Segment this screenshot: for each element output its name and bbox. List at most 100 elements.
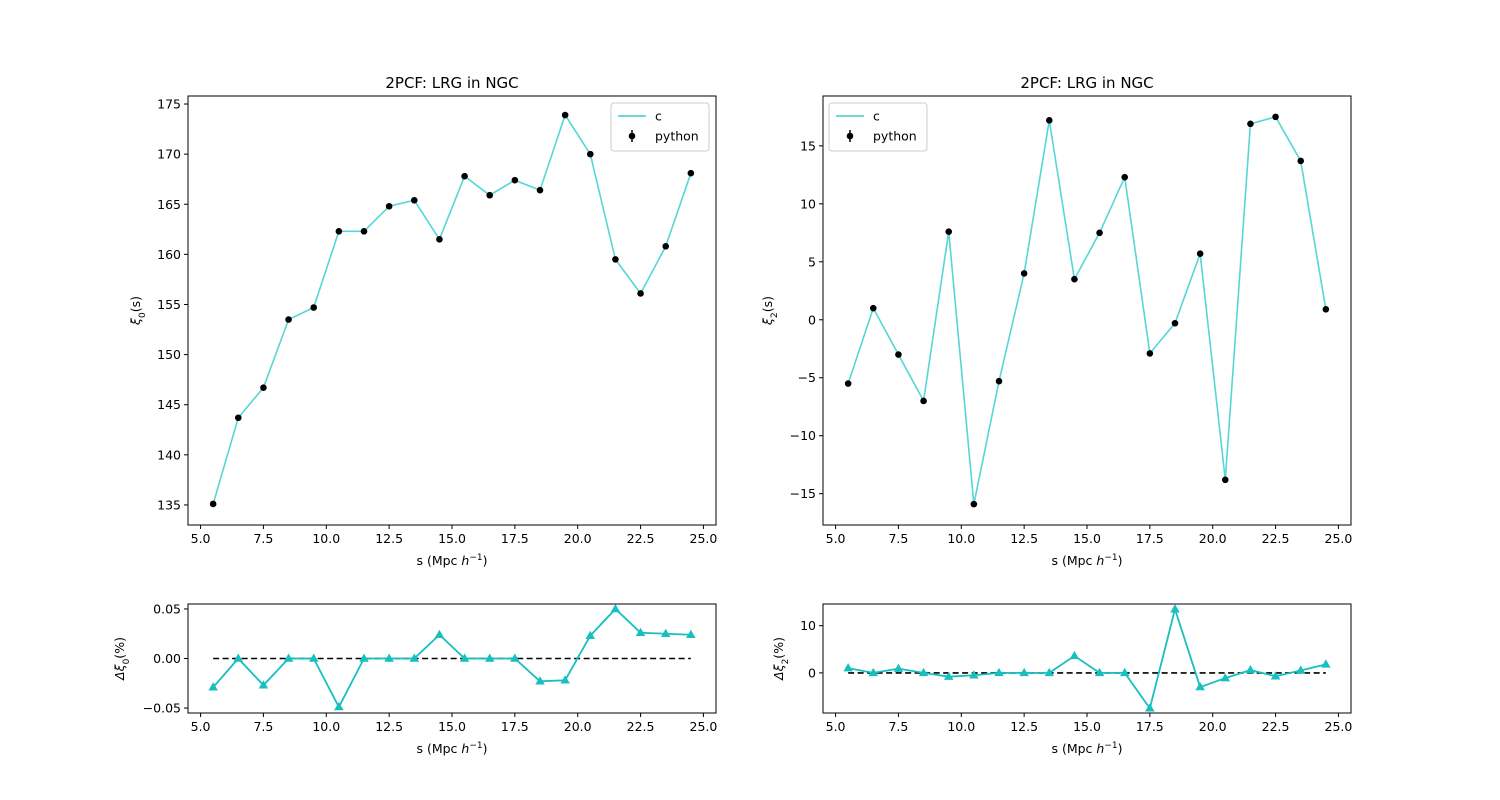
data-point-triangle bbox=[660, 628, 671, 637]
data-point-triangle bbox=[893, 663, 904, 672]
x-tick-label: 10.0 bbox=[312, 719, 340, 734]
data-point-python bbox=[869, 304, 877, 312]
data-point-python bbox=[1146, 350, 1154, 357]
data-point-python bbox=[436, 236, 443, 243]
data-point-python bbox=[1272, 113, 1279, 121]
data-point-triangle bbox=[994, 667, 1004, 677]
y-tick-label: 165 bbox=[157, 197, 181, 212]
y-axis-label-part: ξ bbox=[760, 317, 775, 326]
data-point-python bbox=[1247, 120, 1254, 128]
x-tick-label: 7.5 bbox=[888, 719, 908, 734]
chart-title: 2PCF: LRG in NGC bbox=[385, 74, 518, 92]
y-tick-label: 150 bbox=[157, 347, 181, 362]
data-point-triangle bbox=[334, 702, 344, 711]
x-tick-label: 20.0 bbox=[564, 719, 592, 734]
data-point-python bbox=[945, 228, 953, 235]
x-tick-label: 10.0 bbox=[947, 531, 975, 546]
data-point-triangle bbox=[585, 630, 596, 639]
x-axis-label-part: −1 bbox=[1104, 553, 1117, 563]
x-axis-label-part: s (Mpc bbox=[1051, 553, 1096, 568]
x-tick-label: 5.0 bbox=[826, 719, 846, 734]
y-axis-label: Δξ0(%) bbox=[112, 637, 132, 681]
x-axis-label-part: ) bbox=[1118, 741, 1123, 756]
x-axis-label: s (Mpc h−1) bbox=[1051, 741, 1122, 756]
x-tick-label: 25.0 bbox=[1325, 719, 1353, 734]
y-axis-label: ξ0(s) bbox=[128, 296, 148, 326]
x-axis-label-part: h bbox=[1096, 741, 1104, 756]
y-tick-label: 0 bbox=[808, 665, 816, 680]
legend: c python bbox=[610, 102, 710, 152]
data-point-python bbox=[1297, 157, 1305, 165]
x-tick-label: 5.0 bbox=[191, 531, 211, 546]
data-point-python bbox=[385, 202, 393, 210]
data-point-triangle bbox=[943, 671, 954, 680]
data-point-triangle bbox=[1270, 671, 1281, 680]
data-point-python bbox=[1322, 306, 1330, 313]
data-point-python bbox=[970, 500, 978, 508]
axes-frame bbox=[187, 95, 717, 526]
data-point-python bbox=[1020, 270, 1028, 277]
y-tick-label: 170 bbox=[157, 147, 181, 162]
y-axis-label-part: 0 bbox=[122, 658, 132, 664]
x-axis-label: s (Mpc h−1) bbox=[416, 741, 487, 756]
data-point-triangle bbox=[359, 653, 369, 662]
data-point-triangle bbox=[1145, 703, 1155, 712]
y-tick-label: 145 bbox=[157, 397, 181, 412]
data-point-triangle bbox=[969, 670, 979, 679]
y-tick-label: −5 bbox=[798, 370, 816, 385]
data-point-python bbox=[1096, 229, 1103, 237]
y-tick-label: 0.05 bbox=[153, 601, 181, 616]
data-point-python bbox=[1221, 476, 1229, 484]
y-axis-label-part: (%) bbox=[112, 637, 127, 659]
x-axis-label-part: −1 bbox=[1104, 741, 1117, 751]
data-point-python bbox=[612, 256, 619, 263]
data-point-triangle bbox=[560, 675, 570, 684]
data-point-python bbox=[209, 500, 217, 508]
data-point-triangle bbox=[308, 653, 319, 662]
data-point-python bbox=[1121, 173, 1129, 181]
x-tick-label: 15.0 bbox=[1073, 531, 1101, 546]
x-tick-label: 7.5 bbox=[888, 531, 908, 546]
data-point-triangle bbox=[258, 680, 269, 689]
x-tick-label: 25.0 bbox=[690, 719, 718, 734]
y-tick-label: 175 bbox=[157, 97, 181, 112]
data-point-triangle bbox=[233, 653, 244, 662]
data-point-triangle bbox=[283, 653, 294, 662]
data-point-triangle bbox=[1170, 604, 1180, 613]
data-point-triangle bbox=[610, 603, 621, 613]
data-point-python bbox=[920, 397, 927, 405]
y-tick-label: 0.00 bbox=[153, 651, 181, 666]
data-point-triangle bbox=[208, 682, 218, 691]
chart-title: 2PCF: LRG in NGC bbox=[1020, 74, 1153, 92]
data-point-triangle bbox=[843, 663, 853, 672]
panel-dxi2: 5.0 7.5 10.0 12.5 15.0 17.5 20.0 22.5 25.0 0 10 s (… bbox=[771, 603, 1353, 756]
data-point-triangle bbox=[434, 629, 445, 638]
y-tick-label: 160 bbox=[157, 247, 181, 262]
x-tick-label: 15.0 bbox=[1073, 719, 1101, 734]
x-tick-label: 12.5 bbox=[1010, 531, 1038, 546]
data-point-python bbox=[1196, 250, 1204, 257]
data-point-triangle bbox=[1245, 665, 1256, 674]
y-tick-label: 135 bbox=[157, 497, 181, 512]
data-point-python bbox=[586, 150, 594, 158]
data-point-python bbox=[536, 186, 544, 194]
data-point-python bbox=[844, 380, 852, 387]
x-tick-label: 25.0 bbox=[690, 531, 718, 546]
y-tick-label: −15 bbox=[790, 486, 816, 501]
x-axis-label-part: −1 bbox=[469, 553, 482, 563]
x-tick-label: 22.5 bbox=[1262, 531, 1290, 546]
legend-label: python bbox=[873, 129, 917, 144]
x-tick-label: 17.5 bbox=[501, 719, 529, 734]
data-point-python bbox=[310, 304, 318, 311]
data-point-triangle bbox=[1295, 665, 1306, 674]
data-point-python bbox=[285, 316, 292, 323]
data-point-python bbox=[995, 377, 1003, 385]
panel-xi0: 2PCF: LRG in NGC 5.0 7.5 10.0 12.5 15.0 17.5 20… bbox=[128, 74, 717, 568]
data-point-triangle bbox=[1195, 682, 1205, 691]
x-tick-label: 10.0 bbox=[312, 531, 340, 546]
x-tick-label: 12.5 bbox=[375, 531, 403, 546]
y-tick-label: 10 bbox=[800, 618, 816, 633]
data-point-python bbox=[687, 169, 695, 177]
